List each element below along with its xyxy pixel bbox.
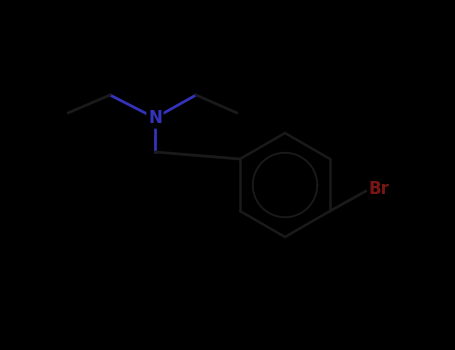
Text: Br: Br <box>368 180 389 198</box>
Text: N: N <box>148 109 162 127</box>
